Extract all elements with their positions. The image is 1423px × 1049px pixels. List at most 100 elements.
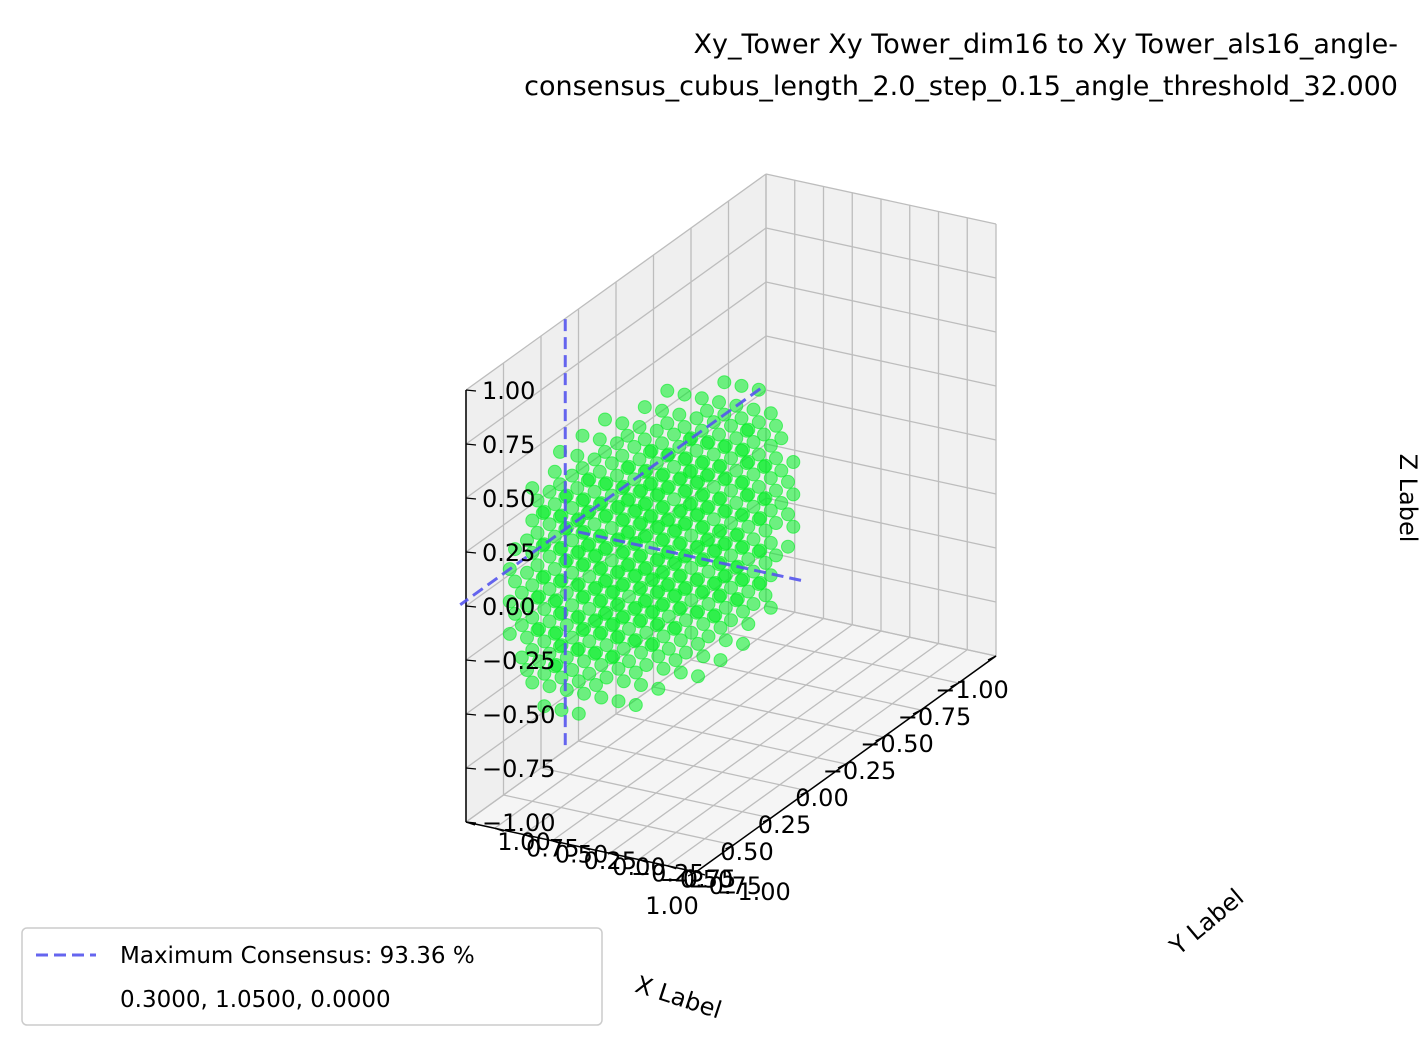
x-tick xyxy=(875,736,884,742)
scatter-point xyxy=(559,650,574,665)
scatter-point xyxy=(610,436,624,451)
z-tick xyxy=(465,497,477,500)
scatter-point xyxy=(542,484,557,499)
scatter-point xyxy=(615,416,630,431)
y-tick xyxy=(494,827,504,832)
scatter-point xyxy=(598,444,612,459)
x-tick-label: 1.00 xyxy=(645,892,698,920)
scatter-point xyxy=(582,537,597,552)
scatter-point xyxy=(736,572,750,587)
scatter-point xyxy=(781,539,795,554)
scatter-point xyxy=(582,569,597,584)
scatter-point xyxy=(537,666,552,681)
scatter-point xyxy=(639,593,654,608)
scatter-point xyxy=(758,555,773,570)
x-tick xyxy=(837,763,847,769)
scatter-point xyxy=(628,600,643,615)
scatter-point xyxy=(712,395,726,410)
z-tick xyxy=(465,713,477,716)
scatter-point xyxy=(786,487,801,502)
scatter-point xyxy=(751,415,766,430)
scatter-point xyxy=(741,584,756,599)
scatter-point xyxy=(616,512,631,527)
scatter-point xyxy=(684,593,699,608)
scatter-point xyxy=(520,663,534,677)
scatter-point xyxy=(589,580,603,595)
scatter-point xyxy=(599,670,614,685)
y-tick-label: 1.00 xyxy=(497,828,550,856)
scatter-point xyxy=(616,674,631,689)
scatter-point xyxy=(713,653,728,668)
scatter-point xyxy=(677,387,692,402)
scatter-point xyxy=(616,609,631,624)
z-tick-label: 0.25 xyxy=(482,539,535,567)
scatter-point xyxy=(736,507,750,522)
scatter-point xyxy=(542,614,557,629)
scatter-point xyxy=(549,593,564,608)
scatter-point xyxy=(537,602,552,616)
scatter-point xyxy=(594,560,609,575)
scatter-point xyxy=(587,452,602,467)
scatter-point xyxy=(724,483,738,498)
scatter-point xyxy=(734,411,749,426)
y-tick xyxy=(580,846,591,851)
scatter-point xyxy=(679,645,693,660)
scatter-point xyxy=(611,661,626,676)
scatter-point xyxy=(736,636,750,651)
x-tick xyxy=(912,709,922,715)
scatter-point xyxy=(667,427,681,442)
scatter-point xyxy=(786,519,801,534)
y-tick xyxy=(609,852,619,857)
scatter-point xyxy=(542,582,557,596)
scatter-point xyxy=(594,658,609,672)
scatter-point xyxy=(587,484,602,499)
y-tick-label: 0.25 xyxy=(584,847,637,875)
scatter-point xyxy=(575,461,590,476)
scatter-point xyxy=(606,584,621,599)
scatter-point xyxy=(520,533,534,548)
scatter-point xyxy=(679,580,693,595)
scatter-point xyxy=(611,564,626,579)
scatter-point xyxy=(691,636,705,651)
scatter-point xyxy=(763,535,778,550)
y-tick xyxy=(552,840,562,845)
scatter-point xyxy=(520,565,534,580)
scatter-point xyxy=(696,454,711,469)
scatter-point xyxy=(656,564,671,579)
scatter-point xyxy=(622,492,636,507)
x-tick xyxy=(725,844,734,850)
y-axis-label: Y Label xyxy=(1164,883,1249,961)
scatter-point xyxy=(679,613,693,628)
scatter-point xyxy=(684,463,699,478)
scatter-point xyxy=(537,699,552,714)
grid-left-z xyxy=(465,227,767,445)
scatter-point xyxy=(520,598,534,613)
scatter-point xyxy=(696,584,711,599)
z-tick-label: −0.50 xyxy=(482,701,556,729)
scatter-point xyxy=(746,402,761,417)
scatter-point xyxy=(763,503,778,518)
scatter-point xyxy=(758,458,773,473)
scatter-point xyxy=(774,431,789,446)
scatter-point xyxy=(644,476,659,491)
scatter-point xyxy=(758,523,773,538)
scatter-point xyxy=(774,463,789,478)
scatter-point xyxy=(542,517,557,532)
scatter-point xyxy=(736,604,750,619)
scatter-point xyxy=(620,428,635,443)
scatter-point xyxy=(628,665,643,680)
scatter-point xyxy=(717,375,732,390)
legend: Maximum Consensus: 93.36 % 0.3000, 1.050… xyxy=(21,927,603,1026)
y-tick-label: 0.00 xyxy=(612,853,665,881)
y-tick-label: −1.00 xyxy=(717,878,791,906)
scatter-point xyxy=(668,653,683,668)
scatter-point xyxy=(570,448,585,463)
scatter-point xyxy=(673,633,688,648)
z-tick xyxy=(465,605,477,608)
scatter-point xyxy=(673,471,688,486)
scatter-point xyxy=(537,634,552,649)
scatter-point xyxy=(691,572,705,587)
scatter-point xyxy=(757,427,771,442)
grid-floor-y xyxy=(465,605,767,823)
scatter-point xyxy=(616,577,631,591)
